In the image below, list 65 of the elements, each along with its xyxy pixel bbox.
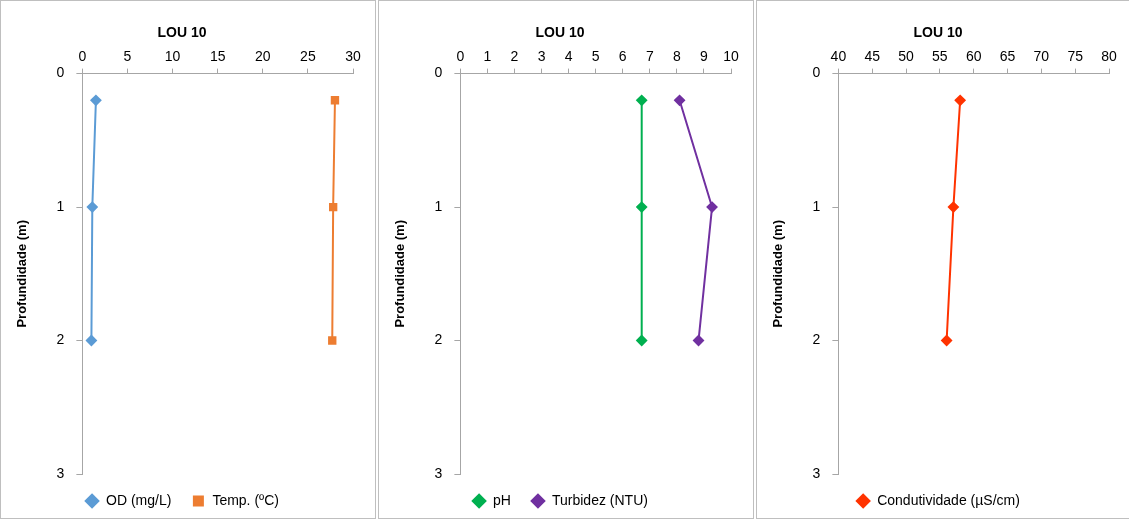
legend-label: Temp. (ºC) [212, 491, 279, 508]
x-tick-label: 40 [830, 48, 847, 65]
point [674, 94, 686, 106]
y-tick-label: 0 [434, 64, 443, 81]
point [636, 335, 648, 347]
chart-title: LOU 10 [535, 24, 585, 41]
x-tick-label: 60 [965, 48, 982, 65]
point [693, 335, 705, 347]
point [941, 335, 953, 347]
y-tick-label: 3 [812, 464, 821, 481]
point [706, 201, 718, 213]
legend-label: Condutividade (µS/cm) [877, 491, 1020, 508]
x-tick-label: 25 [300, 48, 316, 65]
chart-title: LOU 10 [157, 24, 207, 41]
x-tick-label: 80 [1101, 48, 1117, 65]
y-tick-label: 3 [434, 464, 443, 481]
x-tick-label: 4 [564, 48, 573, 65]
y-tick-label: 2 [434, 331, 443, 348]
x-tick-label: 75 [1067, 48, 1084, 65]
point [636, 201, 648, 213]
chart-title: LOU 10 [913, 24, 963, 41]
x-tick-label: 10 [723, 48, 739, 65]
x-tick-label: 6 [618, 48, 627, 65]
y-tick-label: 0 [56, 64, 65, 81]
x-tick-label: 55 [932, 48, 948, 65]
legend-label: Turbidez (NTU) [551, 491, 648, 508]
x-tick-label: 3 [537, 48, 546, 65]
x-tick-label: 15 [209, 48, 226, 65]
point [954, 94, 966, 106]
x-tick-label: 0 [78, 48, 87, 65]
x-tick-label: 30 [345, 48, 361, 65]
x-tick-label: 5 [591, 48, 600, 65]
x-tick-label: 5 [123, 48, 132, 65]
point [85, 335, 97, 347]
point [328, 202, 338, 212]
y-tick-label: 1 [434, 197, 443, 214]
x-tick-label: 2 [510, 48, 519, 65]
y-axis-title: Profundidade (m) [770, 220, 786, 328]
y-axis-title: Profundidade (m) [392, 220, 408, 328]
x-tick-label: 7 [645, 48, 654, 65]
y-tick-label: 2 [56, 331, 65, 348]
legend-label: OD (mg/L) [106, 491, 172, 508]
x-tick-label: 8 [672, 48, 681, 65]
x-tick-label: 65 [999, 48, 1016, 65]
y-tick-label: 0 [812, 64, 821, 81]
x-tick-label: 10 [164, 48, 181, 65]
y-axis-title: Profundidade (m) [14, 220, 30, 328]
x-tick-label: 0 [456, 48, 465, 65]
x-tick-label: 70 [1033, 48, 1050, 65]
x-tick-label: 1 [483, 48, 492, 65]
y-tick-label: 1 [812, 197, 821, 214]
point [328, 336, 337, 345]
y-tick-label: 1 [56, 197, 65, 214]
x-tick-label: 9 [700, 48, 709, 65]
point [90, 94, 102, 106]
point [86, 201, 98, 213]
x-tick-label: 50 [898, 48, 915, 65]
y-tick-label: 2 [812, 331, 821, 348]
x-tick-label: 45 [864, 48, 881, 65]
y-tick-label: 3 [56, 464, 65, 481]
x-tick-label: 20 [255, 48, 271, 65]
legend-label: pH [493, 491, 511, 508]
point [636, 94, 648, 106]
point [330, 96, 340, 105]
point [947, 201, 959, 213]
